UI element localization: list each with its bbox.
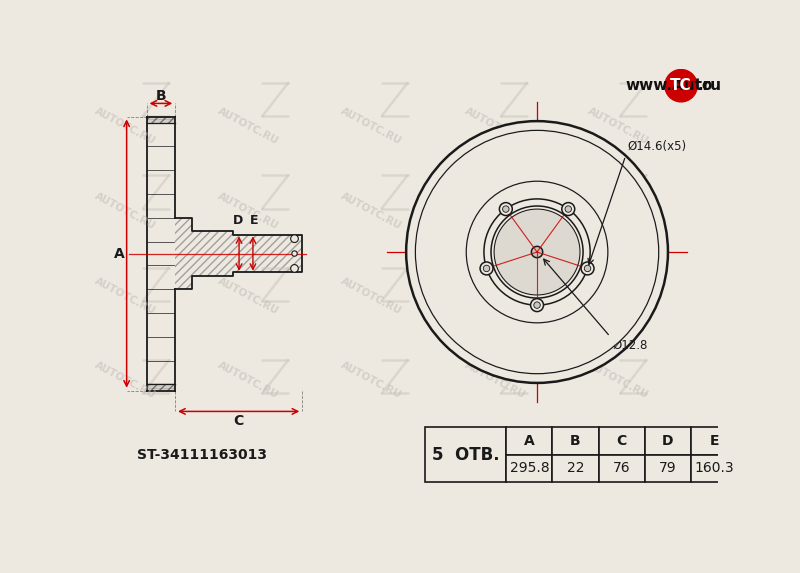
Text: 79: 79: [659, 461, 677, 476]
Text: D: D: [662, 434, 674, 448]
Bar: [598, 427, 645, 454]
Text: C: C: [617, 434, 627, 448]
Text: E: E: [250, 214, 258, 227]
Text: 22: 22: [566, 461, 584, 476]
Text: E: E: [710, 434, 719, 448]
Circle shape: [499, 203, 512, 215]
Bar: [146, 384, 175, 391]
Circle shape: [290, 235, 298, 242]
Text: A: A: [524, 434, 534, 448]
Text: AUTOTC.RU: AUTOTC.RU: [462, 276, 527, 316]
Circle shape: [290, 265, 298, 272]
Text: TC: TC: [670, 78, 692, 93]
Text: AUTOTC.RU: AUTOTC.RU: [462, 191, 527, 231]
Bar: [553, 454, 598, 482]
Circle shape: [483, 265, 490, 272]
Text: Ø104: Ø104: [508, 249, 538, 260]
Text: B: B: [570, 434, 581, 448]
Circle shape: [466, 181, 608, 323]
Text: AUTOTC.RU: AUTOTC.RU: [339, 191, 404, 231]
Circle shape: [565, 206, 571, 212]
Bar: [598, 454, 645, 482]
Circle shape: [584, 265, 590, 272]
Text: AUTOTC.RU: AUTOTC.RU: [93, 191, 158, 231]
Circle shape: [534, 302, 540, 308]
Bar: [426, 427, 506, 482]
Text: Ø12.8: Ø12.8: [613, 339, 648, 352]
Text: AUTOTC.RU: AUTOTC.RU: [586, 106, 650, 147]
Text: AUTOTC.RU: AUTOTC.RU: [216, 191, 281, 231]
Text: AUTOTC.RU: AUTOTC.RU: [216, 360, 281, 401]
Text: AUTOTC.RU: AUTOTC.RU: [586, 191, 650, 231]
Circle shape: [562, 203, 574, 215]
Circle shape: [415, 131, 658, 374]
Text: AUTOTC.RU: AUTOTC.RU: [586, 360, 650, 401]
Circle shape: [530, 299, 543, 312]
Text: AUTOTC.RU: AUTOTC.RU: [339, 106, 404, 147]
Circle shape: [484, 199, 590, 305]
Text: .ru: .ru: [698, 78, 722, 93]
Bar: [691, 427, 738, 454]
Text: AUTOTC.RU: AUTOTC.RU: [462, 360, 527, 401]
Circle shape: [491, 206, 583, 298]
Text: AUTOTC.RU: AUTOTC.RU: [586, 276, 650, 316]
Bar: [691, 454, 738, 482]
Text: 295.8: 295.8: [510, 461, 549, 476]
Circle shape: [494, 209, 580, 295]
Text: AUTOTC.RU: AUTOTC.RU: [462, 106, 527, 147]
Text: AUTOTC.RU: AUTOTC.RU: [93, 106, 158, 147]
Text: Ø14.6(x5): Ø14.6(x5): [628, 140, 687, 154]
Text: Ø120: Ø120: [551, 249, 581, 260]
Text: AUTOTC.RU: AUTOTC.RU: [339, 360, 404, 401]
Text: 160.3: 160.3: [694, 461, 734, 476]
Text: ST-34111163013: ST-34111163013: [137, 448, 267, 461]
Text: AUTOTC.RU: AUTOTC.RU: [339, 276, 404, 316]
Text: B: B: [155, 89, 166, 103]
Circle shape: [665, 69, 698, 102]
Text: AUTOTC.RU: AUTOTC.RU: [216, 276, 281, 316]
Bar: [146, 116, 175, 123]
Circle shape: [406, 121, 668, 383]
Text: AUTOTC.RU: AUTOTC.RU: [93, 360, 158, 401]
Text: D: D: [232, 214, 242, 227]
Text: AUTOTC.RU: AUTOTC.RU: [93, 276, 158, 316]
Circle shape: [531, 246, 542, 258]
Bar: [506, 454, 553, 482]
Text: 5  ОТВ.: 5 ОТВ.: [432, 446, 500, 464]
Text: AUTOTC.RU: AUTOTC.RU: [216, 106, 281, 147]
Circle shape: [502, 206, 509, 212]
Text: C: C: [234, 414, 244, 427]
Bar: [553, 427, 598, 454]
Circle shape: [581, 262, 594, 275]
Bar: [645, 454, 691, 482]
Text: 76: 76: [613, 461, 630, 476]
Circle shape: [480, 262, 493, 275]
Circle shape: [292, 251, 297, 256]
Bar: [645, 427, 691, 454]
Bar: [506, 427, 553, 454]
Text: www.Auto: www.Auto: [626, 78, 713, 93]
Text: A: A: [114, 246, 125, 261]
